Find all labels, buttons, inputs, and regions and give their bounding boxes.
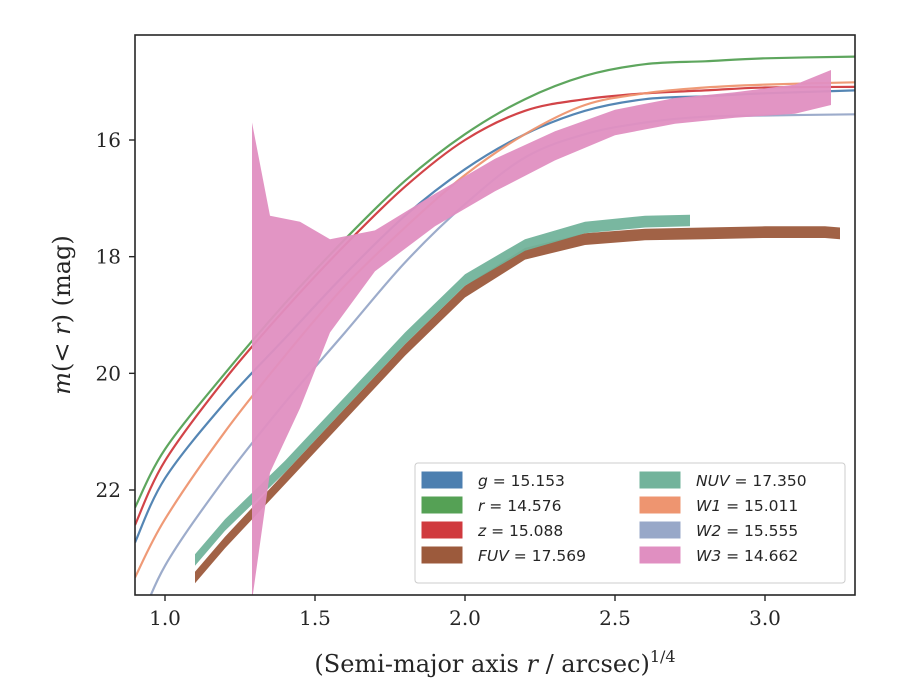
y-tick-label: 16 [96, 128, 121, 152]
plot-frame [134, 34, 856, 596]
axis-ticks: 1.0 1.5 2.0 2.5 3.0 16 18 20 22 [96, 128, 781, 630]
x-axis-label: (Semi-major axis r / arcsec)1/4 [314, 647, 675, 678]
y-axis-label: m(< r) (mag) [48, 235, 76, 395]
legend-frame [414, 462, 846, 584]
legend-label-fuv: FUV = 17.569 [478, 547, 586, 565]
x-tick-label: 1.0 [149, 606, 181, 630]
legend-label-nuv: NUV = 17.350 [696, 472, 807, 490]
legend-label-w3: W3 = 14.662 [696, 547, 798, 565]
y-tick-label: 20 [96, 361, 121, 385]
legend-label-r: r = 14.576 [478, 497, 561, 515]
legend: g = 15.153 r = 14.576 z = 15.088 FUV = 17.5… [414, 462, 846, 584]
legend-swatch-fuv [421, 546, 463, 564]
series-layer [135, 55, 855, 595]
legend-swatch-g [421, 471, 463, 489]
legend-swatch-w1 [639, 496, 681, 514]
legend-label-g: g = 15.153 [478, 472, 565, 490]
x-tick-label: 2.0 [449, 606, 481, 630]
x-tick-label: 2.5 [599, 606, 631, 630]
legend-swatch-w2 [639, 521, 681, 539]
legend-swatch-w3 [639, 546, 681, 564]
legend-swatch-z [421, 521, 463, 539]
legend-swatch-nuv [639, 471, 681, 489]
y-tick-label: 18 [96, 245, 121, 269]
series-line-z [135, 85, 855, 526]
legend-label-w1: W1 = 15.011 [696, 497, 798, 515]
series-line-r [135, 55, 855, 509]
legend-swatch-r [421, 496, 463, 514]
legend-label-w2: W2 = 15.555 [696, 522, 798, 540]
x-tick-label: 1.5 [299, 606, 331, 630]
y-tick-label: 22 [96, 478, 121, 502]
legend-label-z: z = 15.088 [477, 522, 563, 540]
x-tick-label: 3.0 [749, 606, 781, 630]
